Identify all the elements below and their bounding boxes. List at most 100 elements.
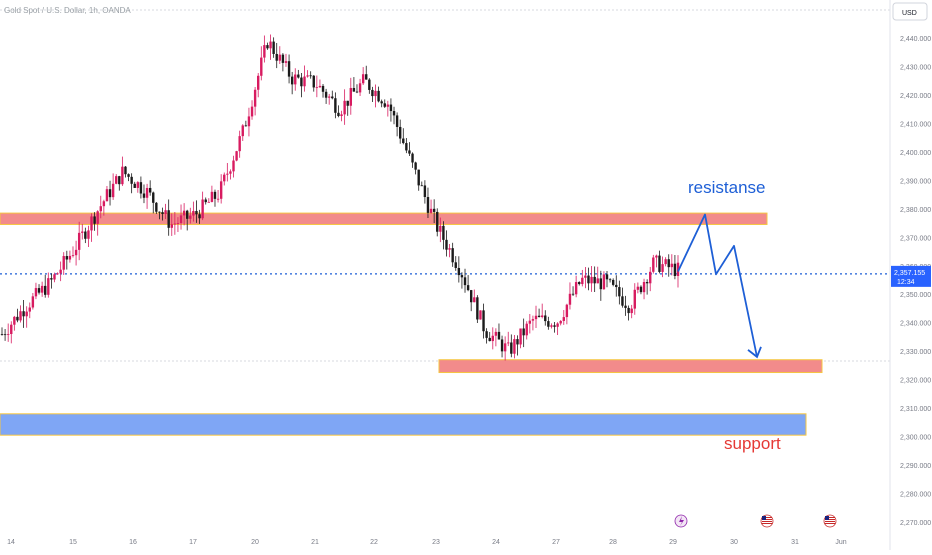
candle-body <box>68 255 72 260</box>
time-tick-label: 23 <box>432 539 440 546</box>
annotation-labels: resistanse support <box>688 178 781 453</box>
candle <box>417 169 420 191</box>
candle-body <box>507 342 510 344</box>
last-price-label: 2,357.155 <box>894 270 925 277</box>
candle-body <box>454 262 457 268</box>
price-axis[interactable]: 2,440.000 2,430.000 2,420.000 2,410.000 2,40… <box>891 2 931 527</box>
candle-body <box>655 255 658 258</box>
candle-body <box>544 315 547 322</box>
candle <box>556 322 559 336</box>
candle <box>77 221 81 261</box>
candle-body <box>281 54 285 63</box>
candle <box>624 295 627 316</box>
candle <box>266 42 269 50</box>
candle <box>93 212 96 231</box>
candle <box>155 201 158 214</box>
candle-body <box>263 45 266 58</box>
candle-body <box>167 210 170 228</box>
candle <box>260 46 263 81</box>
candle <box>525 321 528 340</box>
candle <box>3 328 7 341</box>
candle <box>102 199 106 216</box>
candle <box>346 100 349 116</box>
time-tick-label: 14 <box>7 539 15 546</box>
candle-body <box>649 271 652 284</box>
candle-body <box>426 197 430 213</box>
time-tick-label: 22 <box>370 539 378 546</box>
candle-body <box>605 274 609 280</box>
candle <box>593 266 596 293</box>
candle <box>176 217 180 233</box>
candle <box>201 191 204 221</box>
candle <box>652 254 655 274</box>
candle-body <box>513 339 516 354</box>
us-flag-stripe <box>825 521 835 522</box>
candle-body <box>84 231 87 239</box>
candle <box>349 77 353 115</box>
candle-body <box>309 75 312 77</box>
candle <box>466 275 470 292</box>
candle-body <box>599 278 603 290</box>
candle <box>179 204 183 230</box>
candle-body <box>145 187 149 198</box>
candle-body <box>405 143 408 151</box>
candle <box>331 90 334 100</box>
candle <box>81 223 84 240</box>
us-flag-icon[interactable] <box>823 514 837 528</box>
candle-body <box>90 216 93 231</box>
candle <box>235 150 238 162</box>
candle-body <box>334 98 337 113</box>
candle-body <box>389 104 393 112</box>
candle <box>510 334 513 358</box>
candle-body <box>182 210 186 216</box>
candle-body <box>148 187 152 193</box>
candle <box>213 189 217 207</box>
candle <box>229 169 232 180</box>
candle <box>139 176 143 199</box>
us-flag-icon[interactable] <box>760 514 774 528</box>
candle-body <box>392 111 396 116</box>
candle-body <box>28 307 31 312</box>
candle-body <box>77 232 81 250</box>
candle <box>380 99 383 108</box>
candle <box>664 257 667 267</box>
candle <box>519 328 522 349</box>
currency-label: USD <box>902 10 917 17</box>
candle <box>414 161 417 175</box>
candle <box>170 213 173 236</box>
candle <box>627 305 630 321</box>
price-tick-label: 2,440.000 <box>900 36 931 43</box>
candle-body <box>105 189 109 202</box>
candle-body <box>232 160 235 172</box>
candle-body <box>377 90 380 102</box>
candle <box>448 244 451 258</box>
candle-body <box>275 53 278 61</box>
candle <box>670 254 674 276</box>
candle <box>105 186 109 202</box>
candle <box>377 86 380 103</box>
candle-body <box>81 231 84 233</box>
candle-body <box>429 208 433 213</box>
candle <box>192 201 195 222</box>
candle <box>473 289 476 303</box>
candle <box>361 67 365 86</box>
candles-layer <box>0 34 680 361</box>
time-tick-label: 28 <box>609 539 617 546</box>
candle <box>130 173 133 194</box>
candle <box>454 256 457 271</box>
candle-body <box>269 41 272 49</box>
candle <box>62 252 65 275</box>
candle <box>124 166 127 178</box>
candle <box>300 73 303 98</box>
candle-body <box>476 297 479 320</box>
candle-body <box>327 96 331 98</box>
time-axis[interactable]: 14 15 16 17 20 21 22 23 24 27 28 29 30 31 Jun <box>7 539 847 546</box>
candle <box>303 65 306 92</box>
candle-body <box>71 255 75 257</box>
candle <box>503 336 507 361</box>
lightning-icon[interactable] <box>674 514 688 528</box>
currency-badge[interactable] <box>892 2 928 21</box>
us-flag-stripe <box>762 521 772 522</box>
candle <box>198 209 201 224</box>
